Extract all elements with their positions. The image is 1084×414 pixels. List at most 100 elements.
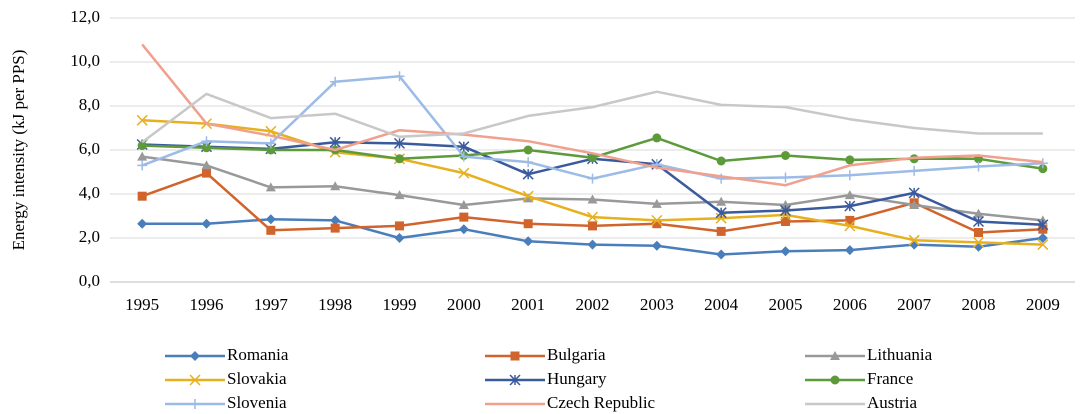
y-tick-label: 6,0 bbox=[79, 139, 100, 158]
marker bbox=[1037, 219, 1049, 231]
marker bbox=[201, 136, 212, 147]
marker bbox=[137, 160, 148, 171]
marker bbox=[265, 138, 276, 149]
y-tick-label: 10,0 bbox=[70, 51, 100, 70]
marker bbox=[523, 236, 534, 247]
x-tick-label: 1997 bbox=[254, 295, 289, 314]
y-tick-label: 2,0 bbox=[79, 227, 100, 246]
marker bbox=[974, 228, 983, 237]
y-tick-label: 8,0 bbox=[79, 95, 100, 114]
marker bbox=[523, 193, 534, 203]
marker bbox=[393, 137, 406, 149]
marker bbox=[190, 351, 200, 361]
y-tick-label: 0,0 bbox=[79, 271, 100, 290]
legend-label: Bulgaria bbox=[547, 345, 606, 364]
marker bbox=[973, 208, 984, 218]
x-tick-label: 2002 bbox=[576, 295, 610, 314]
marker bbox=[587, 239, 598, 250]
marker bbox=[651, 198, 662, 208]
marker bbox=[202, 168, 211, 178]
marker bbox=[780, 246, 791, 257]
marker bbox=[780, 172, 791, 183]
x-tick-label: 2009 bbox=[1026, 295, 1060, 314]
marker bbox=[716, 156, 726, 166]
marker bbox=[844, 200, 856, 212]
x-tick-label: 2000 bbox=[447, 295, 481, 314]
marker bbox=[779, 204, 792, 217]
series-line bbox=[141, 90, 1043, 144]
marker bbox=[201, 218, 212, 229]
marker bbox=[202, 143, 211, 153]
marker bbox=[972, 215, 985, 228]
marker bbox=[716, 249, 727, 260]
marker bbox=[844, 170, 855, 181]
marker bbox=[395, 154, 404, 164]
marker bbox=[522, 190, 534, 202]
marker bbox=[137, 218, 148, 229]
x-tick-label: 1995 bbox=[125, 295, 159, 314]
marker bbox=[265, 182, 276, 192]
legend-label: Austria bbox=[867, 393, 918, 412]
legend-label: Romania bbox=[227, 345, 289, 364]
marker bbox=[781, 151, 790, 160]
marker bbox=[458, 167, 470, 179]
marker bbox=[1037, 239, 1049, 251]
x-tick-label: 2004 bbox=[704, 295, 739, 314]
marker bbox=[394, 71, 405, 82]
marker bbox=[845, 155, 855, 165]
marker bbox=[651, 214, 663, 226]
legend-label: France bbox=[867, 369, 913, 388]
marker bbox=[394, 233, 405, 243]
marker bbox=[973, 161, 984, 172]
legend-label: Slovakia bbox=[227, 369, 287, 388]
marker bbox=[588, 221, 597, 231]
series-line bbox=[141, 43, 1043, 187]
marker bbox=[523, 145, 533, 155]
marker bbox=[266, 145, 276, 155]
marker bbox=[190, 399, 200, 409]
x-tick-label: 2005 bbox=[769, 295, 803, 314]
marker bbox=[137, 151, 148, 161]
y-tick-label: 4,0 bbox=[79, 183, 100, 202]
marker bbox=[458, 141, 470, 153]
marker bbox=[394, 190, 405, 200]
marker bbox=[908, 234, 920, 246]
marker bbox=[830, 375, 840, 385]
marker bbox=[1037, 158, 1048, 169]
marker bbox=[780, 200, 791, 209]
series-line bbox=[141, 155, 1043, 222]
x-tick-label: 2006 bbox=[833, 295, 867, 314]
marker bbox=[459, 212, 469, 222]
marker bbox=[189, 374, 201, 386]
marker bbox=[137, 191, 147, 201]
marker bbox=[509, 374, 521, 386]
legend-label: Lithuania bbox=[867, 345, 933, 364]
marker bbox=[201, 160, 212, 170]
marker bbox=[587, 194, 598, 204]
marker bbox=[587, 173, 598, 184]
marker bbox=[330, 215, 341, 226]
marker bbox=[522, 168, 534, 180]
marker bbox=[908, 187, 920, 199]
marker bbox=[972, 236, 985, 248]
legend-label: Hungary bbox=[547, 369, 607, 388]
marker bbox=[136, 114, 148, 126]
marker bbox=[458, 224, 469, 235]
x-tick-label: 1996 bbox=[190, 295, 224, 314]
marker bbox=[523, 157, 534, 168]
marker bbox=[909, 165, 920, 176]
marker bbox=[523, 219, 533, 229]
marker bbox=[137, 141, 147, 151]
marker bbox=[716, 196, 727, 206]
marker bbox=[715, 207, 727, 219]
marker bbox=[330, 181, 341, 191]
marker bbox=[652, 133, 662, 143]
marker bbox=[588, 153, 597, 163]
x-tick-label: 2003 bbox=[640, 295, 674, 314]
legend-label: Czech Republic bbox=[547, 393, 656, 412]
marker bbox=[844, 245, 855, 256]
marker bbox=[845, 215, 855, 225]
marker bbox=[458, 151, 469, 162]
marker bbox=[330, 76, 341, 87]
